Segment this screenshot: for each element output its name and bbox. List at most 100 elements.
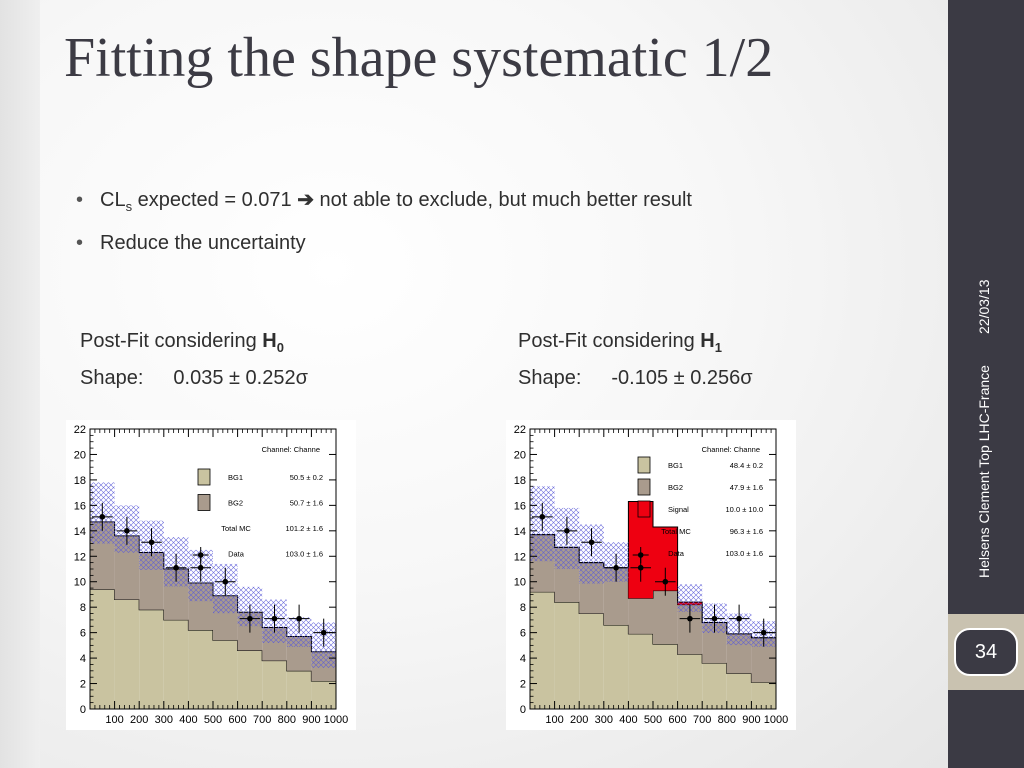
y-tick-label: 14 xyxy=(74,526,86,538)
caption-left-shape: Shape: 0.035 ± 0.252σ xyxy=(80,363,308,393)
histogram-h1: 0 2 4 6 8 10 12 14 16 18 20 22 100 200 300 400 500 600 700… xyxy=(506,420,796,730)
data-point xyxy=(99,514,106,520)
x-tick-label: 100 xyxy=(105,714,123,726)
legend-name: BG1 xyxy=(228,473,243,482)
bar-bg1 xyxy=(213,640,238,709)
bullet-cls-prefix: CL xyxy=(100,189,126,211)
y-tick-label: 6 xyxy=(80,628,86,640)
data-point xyxy=(222,578,229,585)
caption-right-shape-value: -0.105 ± 0.256σ xyxy=(611,367,753,389)
y-tick-label: 20 xyxy=(514,449,526,461)
data-point xyxy=(320,629,327,636)
data-point xyxy=(148,539,155,546)
data-point xyxy=(564,528,570,534)
legend-value: 48.4 ± 0.2 xyxy=(730,461,763,470)
y-tick-label: 0 xyxy=(520,704,526,716)
caption-left-hyp-sub: 0 xyxy=(276,340,284,355)
data-point xyxy=(760,629,767,636)
y-tick-label: 12 xyxy=(74,551,86,563)
legend-header: Channel: Channe xyxy=(702,445,760,454)
bullet-cls-text: expected = 0.071 xyxy=(132,189,298,211)
legend-swatch xyxy=(637,456,651,474)
left-margin-strip xyxy=(0,0,40,768)
bar-bg1 xyxy=(188,630,213,709)
legend-name: Total MC xyxy=(221,524,251,533)
slide-date: 22/03/13 xyxy=(976,279,992,335)
x-tick-label: 500 xyxy=(644,714,662,726)
bar-bg1 xyxy=(90,589,115,709)
legend-swatch xyxy=(197,494,211,511)
bar-bg1 xyxy=(554,602,580,709)
bar-bg1 xyxy=(603,625,629,709)
bar-bg1 xyxy=(702,663,727,709)
bar-bg1 xyxy=(237,650,263,709)
y-tick-label: 6 xyxy=(520,628,526,640)
y-tick-label: 16 xyxy=(74,500,86,512)
legend-name: BG2 xyxy=(668,483,683,492)
legend-header: Channel: Channe xyxy=(262,445,320,454)
y-tick-label: 18 xyxy=(74,475,86,487)
legend-name: Total MC xyxy=(661,527,691,536)
x-tick-label: 700 xyxy=(253,714,271,726)
y-tick-label: 8 xyxy=(80,602,86,614)
x-tick-label: 300 xyxy=(155,714,173,726)
legend-name: Data xyxy=(668,549,685,558)
y-tick-label: 2 xyxy=(80,679,86,691)
bullet-item-uncertainty: Reduce the uncertainty xyxy=(76,225,692,262)
caption-right-hyp-sub: 1 xyxy=(714,340,722,355)
data-point xyxy=(173,564,179,571)
bar-bg1 xyxy=(726,673,752,709)
x-tick-label: 400 xyxy=(619,714,637,726)
legend-value: 50.7 ± 1.6 xyxy=(290,499,323,508)
x-tick-label: 1000 xyxy=(764,714,788,726)
legend-value: 10.0 ± 10.0 xyxy=(726,505,763,514)
caption-right-shape: Shape: -0.105 ± 0.256σ xyxy=(518,363,753,393)
slide-footer: Helsens Clement Top LHC-France xyxy=(976,365,992,578)
marker-point xyxy=(637,552,644,558)
x-tick-label: 700 xyxy=(693,714,711,726)
caption-right-shape-label: Shape: xyxy=(518,367,582,389)
bar-bg1 xyxy=(653,644,678,709)
caption-left-shape-label: Shape: xyxy=(80,367,144,389)
y-tick-label: 18 xyxy=(514,475,526,487)
caption-right-hyp: H xyxy=(700,330,715,352)
x-tick-label: 400 xyxy=(179,714,197,726)
x-tick-label: 500 xyxy=(204,714,222,726)
data-point xyxy=(687,615,693,622)
y-tick-label: 22 xyxy=(514,424,526,436)
data-point xyxy=(736,615,742,622)
data-point xyxy=(271,615,278,622)
page-number: 34 xyxy=(954,628,1018,676)
x-tick-label: 600 xyxy=(668,714,686,726)
legend-value: 96.3 ± 1.6 xyxy=(730,527,763,536)
data-point xyxy=(539,514,546,520)
bar-bg1 xyxy=(628,633,653,709)
y-tick-label: 2 xyxy=(520,679,526,691)
bar-bg1 xyxy=(311,681,336,709)
data-point xyxy=(124,528,130,534)
bullet-item-cls: CLs expected = 0.071 ➔ not able to exclu… xyxy=(76,182,692,225)
x-tick-label: 200 xyxy=(130,714,148,726)
bullet-list: CLs expected = 0.071 ➔ not able to exclu… xyxy=(76,182,692,262)
histogram-h0: 0 2 4 6 8 10 12 14 16 18 20 22 100 200 300 400 500 600 700… xyxy=(66,420,356,730)
chart-svg: 0 2 4 6 8 10 12 14 16 18 20 22 100 200 300 400 500 600 700… xyxy=(506,420,796,730)
legend-value: 103.0 ± 1.6 xyxy=(726,549,763,558)
legend-name: BG1 xyxy=(668,461,683,470)
caption-left-label: Post-Fit considering xyxy=(80,330,263,352)
x-tick-label: 800 xyxy=(718,714,736,726)
y-tick-label: 22 xyxy=(74,424,86,436)
legend-value: 103.0 ± 1.6 xyxy=(286,550,323,559)
bar-bg1 xyxy=(579,613,604,709)
data-point xyxy=(197,564,204,571)
chart-svg: 0 2 4 6 8 10 12 14 16 18 20 22 100 200 300 400 500 600 700… xyxy=(66,420,356,730)
x-tick-label: 900 xyxy=(742,714,760,726)
data-point xyxy=(637,564,644,571)
bullet-cls-rest: not able to exclude, but much better res… xyxy=(313,189,692,211)
data-point xyxy=(662,578,669,585)
x-tick-label: 900 xyxy=(302,714,320,726)
bar-bg2 xyxy=(653,590,678,645)
legend-name: Data xyxy=(228,550,245,559)
bar-bg2 xyxy=(628,598,653,634)
bar-bg1 xyxy=(262,660,287,709)
bar-bg1 xyxy=(677,654,703,709)
